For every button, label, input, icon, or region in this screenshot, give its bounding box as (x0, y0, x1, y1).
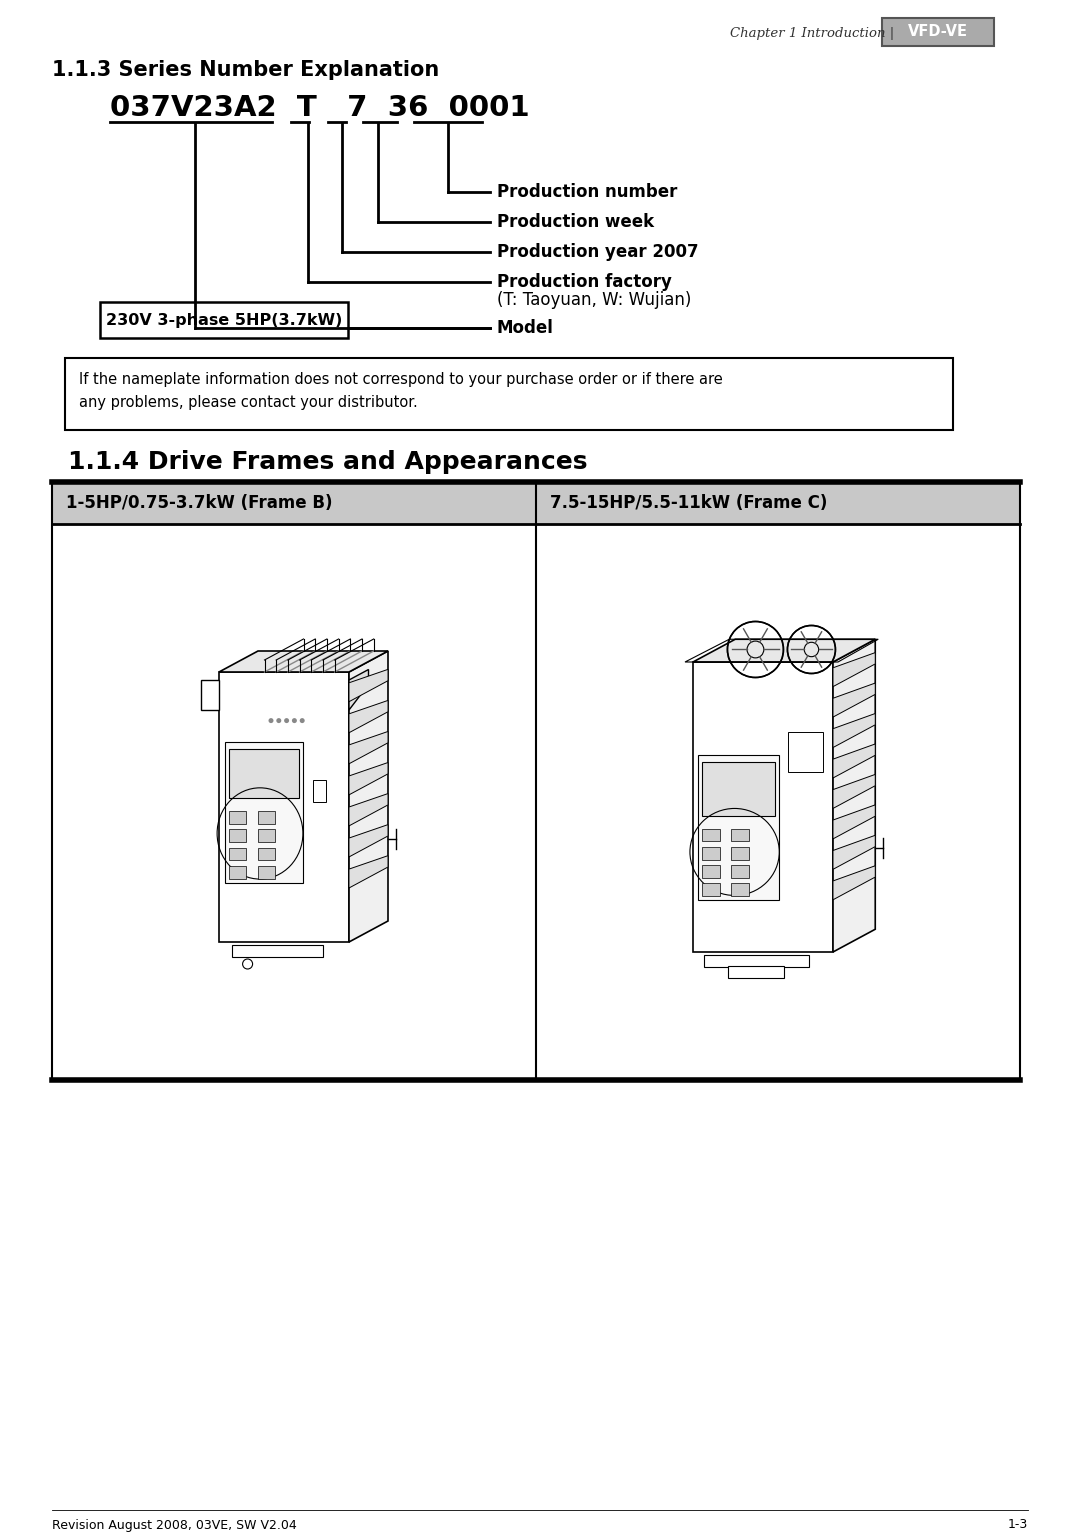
Text: 037V23A2  T   7  36  0001: 037V23A2 T 7 36 0001 (110, 94, 529, 123)
Bar (312, 779, 325, 802)
Bar (258, 867, 275, 879)
Bar (702, 762, 775, 816)
Circle shape (269, 718, 273, 723)
Polygon shape (349, 732, 388, 764)
Bar (100, 302, 348, 337)
Polygon shape (833, 805, 875, 839)
Bar (788, 732, 823, 772)
Bar (229, 749, 299, 798)
Bar (258, 811, 275, 824)
Polygon shape (833, 640, 875, 953)
Polygon shape (349, 825, 388, 858)
Circle shape (292, 718, 297, 723)
Polygon shape (833, 713, 875, 747)
Bar (229, 867, 246, 879)
Text: 7.5-15HP/5.5-11kW (Frame C): 7.5-15HP/5.5-11kW (Frame C) (550, 494, 827, 512)
Bar (258, 848, 275, 861)
Bar (229, 830, 246, 842)
Text: Model: Model (497, 319, 554, 337)
Circle shape (284, 718, 289, 723)
Bar (229, 811, 246, 824)
Text: Revision August 2008, 03VE, SW V2.04: Revision August 2008, 03VE, SW V2.04 (52, 1519, 297, 1531)
Bar (702, 865, 720, 877)
Polygon shape (349, 701, 388, 733)
Polygon shape (693, 640, 875, 663)
Bar (65, 357, 953, 430)
Bar (258, 830, 275, 842)
Bar (728, 966, 784, 979)
Bar (731, 884, 750, 896)
Text: 1-3: 1-3 (1008, 1519, 1028, 1531)
Bar (882, 18, 994, 46)
Bar (702, 828, 720, 842)
Polygon shape (693, 663, 833, 953)
Text: (T: Taoyuan, W: Wujian): (T: Taoyuan, W: Wujian) (497, 291, 691, 308)
Polygon shape (219, 650, 388, 672)
Bar (731, 828, 750, 842)
Text: Production year 2007: Production year 2007 (497, 242, 699, 261)
Bar (225, 742, 303, 882)
Polygon shape (833, 683, 875, 716)
Polygon shape (349, 669, 388, 701)
Polygon shape (833, 865, 875, 900)
Text: Production week: Production week (497, 213, 654, 232)
Bar (702, 847, 720, 859)
Polygon shape (349, 856, 388, 888)
Polygon shape (833, 744, 875, 778)
Polygon shape (833, 652, 875, 687)
Bar (232, 945, 323, 957)
Text: 1-5HP/0.75-3.7kW (Frame B): 1-5HP/0.75-3.7kW (Frame B) (66, 494, 333, 512)
Bar (52, 482, 1020, 525)
Polygon shape (349, 793, 388, 825)
Bar (704, 956, 809, 966)
Bar (731, 865, 750, 877)
Text: 1.1.3 Series Number Explanation: 1.1.3 Series Number Explanation (52, 60, 440, 80)
Text: Production number: Production number (497, 183, 677, 201)
Polygon shape (349, 762, 388, 795)
Polygon shape (349, 650, 388, 942)
Text: VFD-VE: VFD-VE (908, 25, 968, 40)
Circle shape (276, 718, 281, 723)
Text: 230V 3-phase 5HP(3.7kW): 230V 3-phase 5HP(3.7kW) (106, 313, 342, 327)
Bar (731, 847, 750, 859)
Text: 1.1.4 Drive Frames and Appearances: 1.1.4 Drive Frames and Appearances (68, 449, 588, 474)
Text: Chapter 1 Introduction |: Chapter 1 Introduction | (730, 26, 894, 40)
Polygon shape (349, 669, 368, 710)
Polygon shape (833, 836, 875, 870)
Bar (702, 884, 720, 896)
Bar (698, 755, 779, 900)
Circle shape (300, 718, 305, 723)
Polygon shape (219, 672, 349, 942)
Text: Production factory: Production factory (497, 273, 672, 291)
Polygon shape (201, 680, 219, 710)
Text: If the nameplate information does not correspond to your purchase order or if th: If the nameplate information does not co… (79, 373, 723, 411)
Polygon shape (833, 775, 875, 808)
Bar (229, 848, 246, 861)
